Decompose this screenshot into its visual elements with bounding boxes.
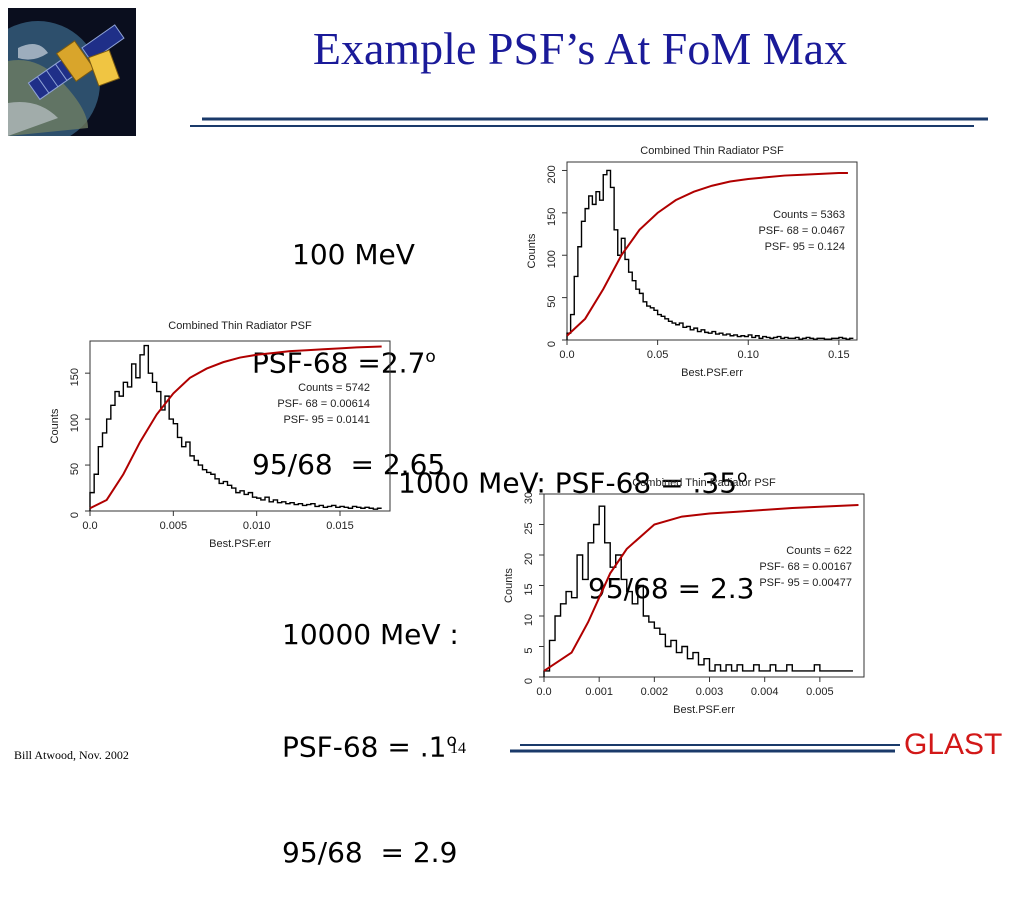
footer-divider xyxy=(510,744,900,753)
annotation-100mev: 100 MeV PSF-68 =2.7o 95/68 = 2.65 xyxy=(252,170,445,516)
y-tick-label: 5 xyxy=(523,647,535,653)
y-axis-label: Counts xyxy=(49,408,61,443)
psf-chart-10000mev: Combined Thin Radiator PSF 0.0 0.001 0.002 0… xyxy=(503,477,865,716)
stats-line: PSF- 95 = 0.00477 xyxy=(759,577,852,589)
title-divider xyxy=(190,117,988,127)
y-axis-label: Counts xyxy=(526,233,538,268)
degree-symbol: o xyxy=(446,731,457,751)
y-tick-label: 0 xyxy=(69,512,81,518)
x-tick-label: 0.004 xyxy=(751,686,779,698)
y-tick-label: 150 xyxy=(546,208,558,226)
y-axis-label: Counts xyxy=(503,568,515,603)
x-tick-label: 0.005 xyxy=(160,520,188,532)
x-tick-label: 0.0 xyxy=(559,349,574,361)
y-tick-label: 10 xyxy=(523,614,535,626)
plot-frame xyxy=(566,161,858,341)
annotation-1000mev-ratio: 95/68 = 2.3 xyxy=(588,572,755,606)
annotation-10000mev: 10000 MeV : PSF-68 = .1o 95/68 = 2.9 xyxy=(282,550,459,904)
y-tick-label: 150 xyxy=(69,368,81,386)
stats-line: PSF- 95 = 0.124 xyxy=(765,241,845,253)
y-tick-label: 0 xyxy=(523,678,535,684)
annotation-10000mev-psf68-text: PSF-68 = .1 xyxy=(282,730,447,764)
stats-line: Counts = 5742 xyxy=(298,382,370,394)
footer-author: Bill Atwood, Nov. 2002 xyxy=(14,748,129,762)
stats-line: Counts = 622 xyxy=(786,545,852,557)
page-number: 14 xyxy=(450,740,466,757)
annotation-10000mev-psf68: PSF-68 = .1o xyxy=(282,724,459,764)
x-tick-label: 0.05 xyxy=(647,349,668,361)
x-tick-label: 0.003 xyxy=(696,686,724,698)
glast-satellite-logo xyxy=(8,8,136,136)
cumulative-series xyxy=(543,503,859,672)
x-tick-label: 0.0 xyxy=(536,686,551,698)
histogram-series xyxy=(566,169,854,340)
x-tick-label: 0.002 xyxy=(641,686,669,698)
chart-title: Combined Thin Radiator PSF xyxy=(632,477,776,489)
plot-frame xyxy=(89,340,391,512)
histogram-series xyxy=(543,505,853,677)
stats-line: PSF- 68 = 0.00167 xyxy=(759,561,852,573)
stats-line: PSF- 95 = 0.0141 xyxy=(283,414,370,426)
cumulative-series xyxy=(566,172,848,337)
y-tick-label: 25 xyxy=(523,522,535,534)
stats-line: PSF- 68 = 0.00614 xyxy=(277,398,370,410)
x-axis-label: Best.PSF.err xyxy=(209,538,271,550)
x-tick-label: 0.15 xyxy=(828,349,849,361)
y-tick-label: 100 xyxy=(546,250,558,268)
histogram-series xyxy=(89,344,382,511)
y-tick-label: 30 xyxy=(523,492,535,504)
psf-chart-100mev: Combined Thin Radiator PSF 0.0 0.05 0.10 0.1… xyxy=(526,145,858,379)
y-tick-label: 20 xyxy=(523,553,535,565)
degree-symbol: o xyxy=(425,347,436,367)
annotation-10000mev-ratio: 95/68 = 2.9 xyxy=(282,836,458,870)
chart-title: Combined Thin Radiator PSF xyxy=(168,320,312,332)
glast-brand-logo: GLAST xyxy=(904,728,1003,761)
cumulative-series xyxy=(89,345,382,510)
chart-title: Combined Thin Radiator PSF xyxy=(640,145,784,157)
x-tick-label: 0.10 xyxy=(738,349,759,361)
x-tick-label: 0.005 xyxy=(806,686,834,698)
x-tick-label: 0.010 xyxy=(243,520,271,532)
stats-line: PSF- 68 = 0.0467 xyxy=(758,225,845,237)
x-tick-label: 0.001 xyxy=(585,686,613,698)
x-tick-label: 0.015 xyxy=(326,520,354,532)
annotation-100mev-energy: 100 MeV xyxy=(292,238,415,271)
slide-title: Example PSF’s At FoM Max xyxy=(312,23,848,74)
annotation-100mev-psf68-text: PSF-68 =2.7 xyxy=(252,346,426,380)
psf-chart-1000mev: Combined Thin Radiator PSF 0.0 0.005 0.010 0… xyxy=(49,320,391,550)
y-tick-label: 50 xyxy=(69,463,81,475)
stats-line: Counts = 5363 xyxy=(773,209,845,221)
y-tick-label: 50 xyxy=(546,295,558,307)
x-tick-label: 0.0 xyxy=(82,520,97,532)
y-tick-label: 0 xyxy=(546,341,558,347)
annotation-10000mev-energy: 10000 MeV : xyxy=(282,618,459,651)
x-axis-label: Best.PSF.err xyxy=(681,367,743,379)
x-axis-label: Best.PSF.err xyxy=(673,704,735,716)
y-tick-label: 200 xyxy=(546,165,558,183)
degree-symbol: o xyxy=(737,467,748,487)
y-tick-label: 15 xyxy=(523,583,535,595)
annotation-100mev-psf68: PSF-68 =2.7o xyxy=(252,340,445,380)
annotation-100mev-ratio: 95/68 = 2.65 xyxy=(252,448,446,482)
y-tick-label: 100 xyxy=(69,414,81,432)
